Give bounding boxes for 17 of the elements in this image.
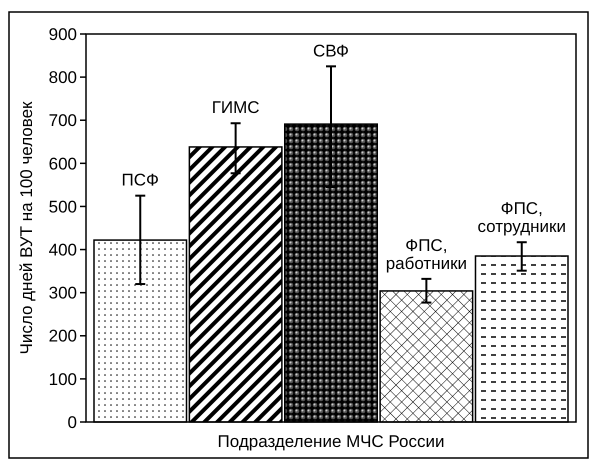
x-axis-title: Подразделение МЧС России <box>218 432 444 451</box>
y-tick-label: 100 <box>48 370 77 389</box>
y-axis-title: Число дней ВУТ на 100 человек <box>17 100 36 354</box>
y-tick-label: 700 <box>48 111 77 130</box>
y-tick-label: 600 <box>48 154 77 174</box>
x-tick-label: ФПС, сотрудники <box>477 199 566 236</box>
y-tick-label: 400 <box>48 240 77 260</box>
y-tick-label: 200 <box>48 326 77 346</box>
y-tick-label: 500 <box>48 197 77 216</box>
y-tick-label: 900 <box>48 24 77 44</box>
x-tick-label: СВФ <box>313 41 349 60</box>
y-tick-label: 300 <box>48 284 77 303</box>
x-tick-label: ПСФ <box>122 170 159 190</box>
x-tick-label: ФПС, работники <box>386 236 468 273</box>
x-tick-label: ГИМС <box>212 98 260 118</box>
y-tick-label: 0 <box>68 412 77 432</box>
y-tick-label: 800 <box>48 68 77 88</box>
